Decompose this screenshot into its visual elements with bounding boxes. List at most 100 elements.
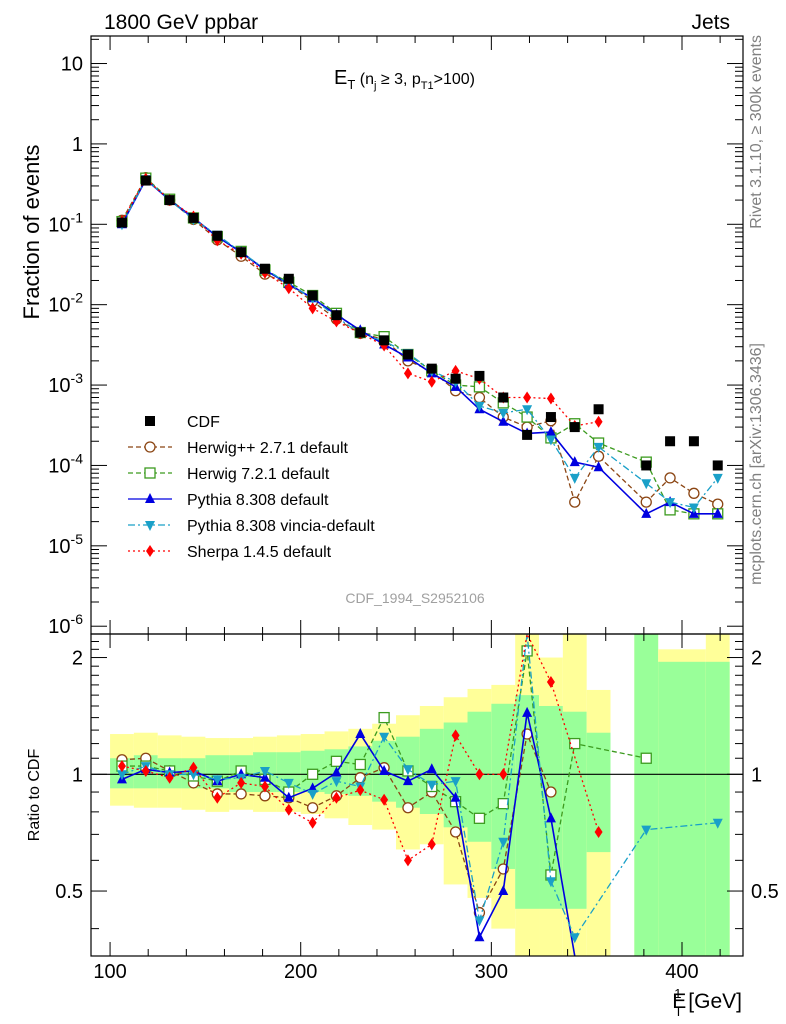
series-4-ratio-point [260, 780, 269, 793]
series-4-ratio-point [403, 854, 412, 867]
y-tick-label: 10-5 [48, 531, 83, 558]
y-axis-label: Fraction of events [19, 145, 44, 320]
series-4-ratio-point [475, 768, 484, 781]
series-4-ratio-point [356, 784, 365, 797]
series-3-ratio-point [379, 732, 390, 743]
series-2-ratio-point [426, 763, 437, 774]
cdf-data-point [379, 335, 390, 346]
series-1-ratio-point [473, 812, 486, 824]
cdf-data-point [259, 263, 270, 274]
cdf-data-point [665, 436, 676, 447]
ratio-band-green [491, 703, 516, 869]
series-3-ratio-point [569, 933, 580, 944]
series-0-point [664, 472, 676, 484]
cdf-data-point [426, 363, 437, 374]
cdf-data-point [545, 412, 556, 423]
plot-title: ET (nj ≥ 3, pT1>100) [334, 67, 475, 92]
series-3-ratio-point [712, 818, 723, 829]
series-3-point [593, 442, 604, 453]
x-tick-label: 400 [665, 961, 698, 983]
cdf-data-point [450, 373, 461, 384]
ratio-axis-label: Ratio to CDF [26, 749, 43, 842]
series-1-ratio-point [378, 711, 390, 724]
series-3-point [712, 473, 723, 484]
series-1-ratio-point [521, 645, 533, 657]
x-tick-label: 100 [93, 961, 126, 983]
rivet-label: Rivet 3.1.10, ≥ 300k events [748, 35, 765, 229]
ratio-band-green [539, 705, 563, 909]
series-3-ratio-point [331, 777, 342, 788]
legend-marker [145, 521, 155, 531]
legend-label: Pythia 8.308 default [187, 492, 329, 509]
series-0-point [712, 498, 724, 510]
series-3-ratio-point [116, 770, 127, 781]
series-2-ratio-point [545, 812, 556, 823]
cdf-data-point [355, 327, 366, 338]
series-1-ratio-line [121, 650, 647, 876]
series-4-ratio-point [332, 791, 341, 804]
legend-label: Herwig 7.2.1 default [187, 466, 330, 483]
ratio-tick-label-left: 0.5 [55, 881, 83, 903]
series-4-ratio-point [451, 729, 460, 742]
ratio-band-green [443, 722, 468, 828]
series-2-point [545, 426, 556, 437]
series-3-point [545, 435, 556, 446]
series-4-ratio-point [499, 768, 508, 781]
series-3-line [121, 178, 719, 509]
legend-label: Herwig++ 2.7.1 default [187, 440, 349, 457]
series-3-ratio-point [188, 770, 199, 781]
series-4-ratio-point [594, 825, 603, 838]
y-tick-label: 1 [72, 134, 83, 156]
series-1-ratio-point [497, 798, 509, 810]
series-4-ratio-point [380, 793, 389, 806]
series-0-point [688, 487, 700, 499]
series-4-point [427, 375, 436, 388]
legend-label: Sherpa 1.4.5 default [187, 544, 332, 561]
series-3-ratio-point [402, 765, 413, 776]
series-1-ratio-point [306, 768, 319, 780]
cdf-data-point [402, 349, 413, 360]
legend-label: CDF [187, 414, 220, 431]
ratio-band-green [586, 732, 611, 853]
cdf-data-point [164, 195, 175, 206]
series-4-ratio-point [141, 764, 150, 777]
x-tick-label: 200 [284, 961, 317, 983]
series-3-point [569, 473, 580, 484]
mcplots-label: mcplots.cern.ch [arXiv:1306.3436] [748, 343, 765, 585]
series-4-ratio-point [165, 771, 174, 784]
cdf-data-point [307, 290, 318, 301]
analysis-id: CDF_1994_S2952106 [345, 590, 485, 606]
series-4-ratio-point [308, 816, 317, 829]
series-0-ratio-point [545, 786, 557, 798]
series-3-point [522, 405, 533, 416]
series-4-point [523, 391, 532, 404]
x-tick-label: 300 [475, 961, 508, 983]
series-4-ratio-point [189, 761, 198, 774]
series-4-ratio-point [213, 791, 222, 804]
ratio-tick-label-right: 0.5 [751, 881, 779, 903]
ratio-tick-label-left: 2 [72, 648, 83, 670]
cdf-data-point [236, 247, 247, 258]
ratio-tick-label-right: 2 [751, 648, 762, 670]
legend-marker [145, 493, 155, 503]
series-2-ratio-point [331, 766, 342, 777]
series-1-ratio-point [354, 758, 366, 771]
series-1-line [121, 177, 718, 515]
series-3-ratio-line [121, 633, 718, 939]
series-3-ratio-point [426, 780, 437, 791]
series-2-ratio-point [522, 706, 533, 717]
series-2-ratio-point [283, 791, 294, 802]
series-4-ratio-point [546, 675, 555, 688]
ratio-frame [90, 633, 744, 957]
y-tick-label: 10-6 [48, 611, 83, 638]
cdf-data-point [641, 460, 652, 471]
series-4-point [284, 282, 293, 295]
ratio-band-green [681, 661, 706, 956]
series-4-ratio-point [117, 760, 126, 773]
series-0-ratio-point [306, 802, 319, 814]
y-tick-label: 10-2 [48, 290, 83, 317]
legend-label: Pythia 8.308 vincia-default [187, 518, 375, 535]
cdf-data-point [140, 175, 151, 186]
series-2-ratio-point [498, 885, 509, 896]
ratio-band-green [276, 752, 301, 793]
